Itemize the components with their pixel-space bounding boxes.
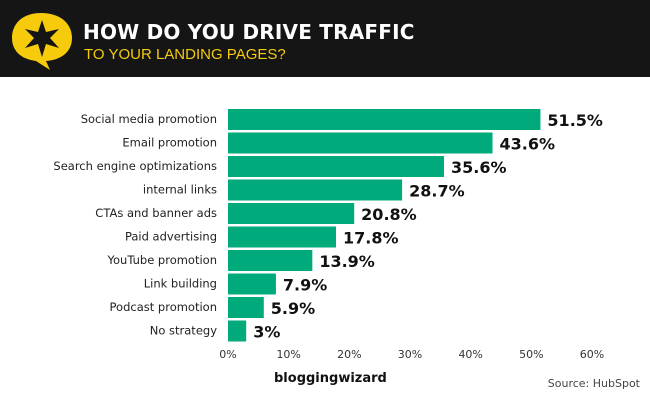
bar bbox=[228, 273, 276, 295]
category-label: Search engine optimizations bbox=[53, 159, 217, 173]
bar bbox=[228, 132, 493, 154]
brand-logo: bloggingwizard bbox=[274, 371, 387, 386]
x-tick-label: 30% bbox=[398, 348, 422, 361]
bar bbox=[228, 320, 247, 342]
category-label: Social media promotion bbox=[81, 112, 217, 126]
category-label: Link building bbox=[144, 277, 217, 291]
bar bbox=[228, 156, 444, 177]
x-tick-label: 50% bbox=[519, 348, 543, 361]
value-label: 51.5% bbox=[547, 111, 603, 130]
chart-subtitle: TO YOUR LANDING PAGES? bbox=[84, 46, 286, 63]
bar bbox=[228, 250, 313, 271]
value-label: 17.8% bbox=[343, 229, 399, 248]
x-tick-label: 60% bbox=[580, 348, 604, 361]
category-label: Podcast promotion bbox=[110, 300, 217, 314]
source-note: Source: HubSpot bbox=[547, 377, 640, 390]
category-label: YouTube promotion bbox=[107, 253, 218, 267]
category-label: CTAs and banner ads bbox=[95, 206, 217, 220]
header-banner: HOW DO YOU DRIVE TRAFFIC TO YOUR LANDING… bbox=[0, 0, 650, 77]
bar bbox=[228, 226, 336, 248]
category-label: No strategy bbox=[150, 324, 217, 338]
value-label: 20.8% bbox=[361, 205, 417, 224]
category-label: Paid advertising bbox=[125, 230, 217, 244]
value-label: 7.9% bbox=[283, 276, 327, 295]
x-tick-label: 40% bbox=[458, 348, 482, 361]
bar bbox=[228, 203, 355, 224]
chart-title: HOW DO YOU DRIVE TRAFFIC bbox=[83, 20, 415, 44]
value-label: 43.6% bbox=[500, 135, 556, 154]
value-label: 28.7% bbox=[409, 182, 465, 201]
category-label: Email promotion bbox=[122, 136, 217, 150]
value-label: 35.6% bbox=[451, 158, 507, 177]
bar bbox=[228, 109, 541, 130]
x-tick-label: 20% bbox=[337, 348, 361, 361]
value-label: 5.9% bbox=[271, 299, 315, 318]
x-tick-label: 0% bbox=[219, 348, 236, 361]
star-speech-bubble-icon bbox=[12, 13, 72, 70]
x-tick-label: 10% bbox=[276, 348, 300, 361]
value-label: 13.9% bbox=[319, 252, 375, 271]
bar bbox=[228, 179, 403, 201]
value-label: 3% bbox=[253, 323, 280, 342]
bar bbox=[228, 297, 264, 318]
category-label: internal links bbox=[143, 183, 217, 197]
